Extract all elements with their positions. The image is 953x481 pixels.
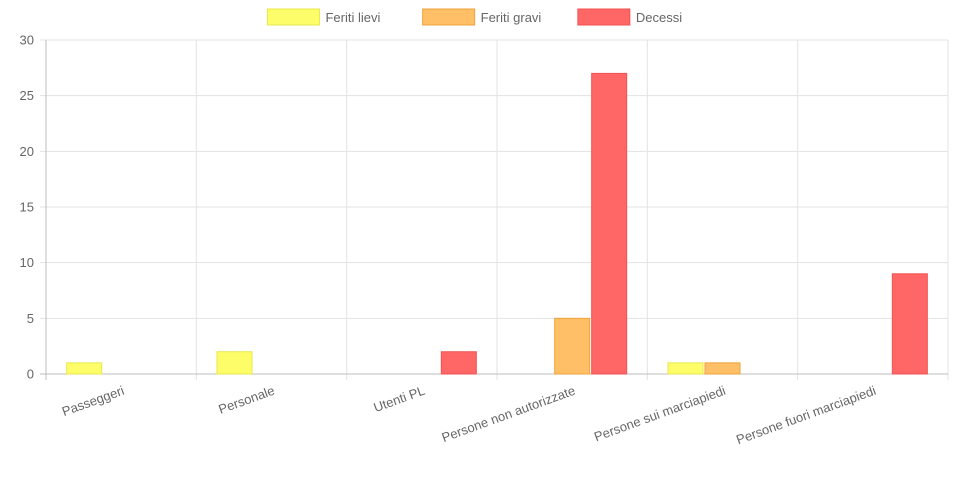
- y-tick-label: 15: [20, 200, 34, 215]
- y-tick-label: 0: [27, 367, 34, 382]
- chart-bars: [66, 72, 928, 375]
- bar-feriti-lievi-0[interactable]: [66, 362, 103, 375]
- x-axis: Passeggeri Personale Utenti PL Persone non …: [60, 383, 878, 448]
- y-tick-label: 25: [20, 88, 34, 103]
- bar-feriti-gravi-4[interactable]: [704, 362, 741, 375]
- legend-item-decessi[interactable]: Decessi: [577, 8, 682, 26]
- x-tick-label: Passeggeri: [60, 383, 126, 419]
- x-tick-label: Persone fuori marciapiedi: [734, 383, 878, 448]
- bar-feriti-gravi-3[interactable]: [554, 317, 591, 375]
- chart-grid: [40, 39, 949, 380]
- legend-swatch: [577, 8, 631, 26]
- bar-feriti-lievi-4[interactable]: [667, 362, 704, 375]
- legend-label: Feriti gravi: [481, 10, 542, 25]
- chart-legend: Feriti lievi Feriti gravi Decessi: [266, 8, 682, 26]
- legend-label: Feriti lievi: [325, 10, 380, 25]
- y-tick-label: 20: [20, 144, 34, 159]
- x-tick-label: Personale: [216, 383, 276, 417]
- legend-label: Decessi: [636, 10, 682, 25]
- legend-swatch: [422, 8, 476, 26]
- bar-decessi-5[interactable]: [891, 273, 928, 375]
- x-tick-label: Utenti PL: [371, 383, 426, 415]
- x-tick-label: Persone sui marciapiedi: [592, 383, 728, 445]
- legend-swatch: [266, 8, 320, 26]
- y-axis: 0 5 10 15 20 25 30: [20, 33, 34, 382]
- y-tick-label: 5: [27, 311, 34, 326]
- bar-decessi-2[interactable]: [440, 351, 477, 375]
- legend-item-feriti-gravi[interactable]: Feriti gravi: [422, 8, 542, 26]
- y-tick-label: 30: [20, 33, 34, 48]
- legend-item-feriti-lievi[interactable]: Feriti lievi: [266, 8, 380, 26]
- x-tick-label: Persone non autorizzate: [440, 383, 578, 445]
- bar-feriti-lievi-1[interactable]: [216, 351, 253, 375]
- y-tick-label: 10: [20, 255, 34, 270]
- bar-decessi-3[interactable]: [591, 72, 628, 375]
